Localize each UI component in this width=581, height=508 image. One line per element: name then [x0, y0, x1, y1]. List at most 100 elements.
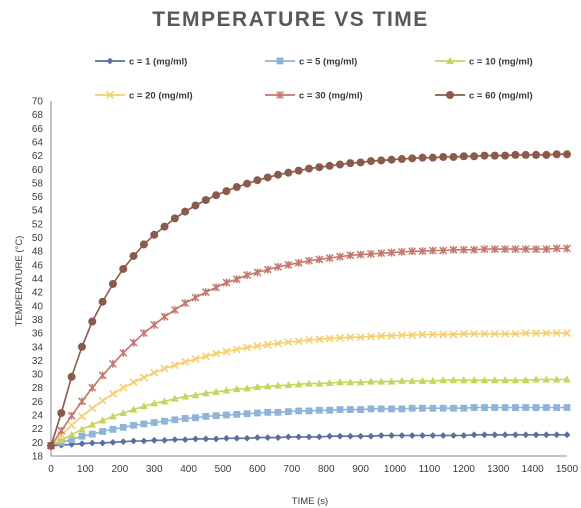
data-point [243, 271, 252, 280]
x-tick-label: 1200 [453, 464, 476, 475]
data-point [130, 421, 137, 429]
data-point [346, 432, 354, 440]
data-point [223, 434, 230, 442]
data-point [511, 150, 520, 159]
y-tick-label: 20 [32, 438, 44, 449]
data-point [532, 150, 541, 159]
data-point [222, 187, 231, 196]
data-point [264, 408, 272, 416]
data-point [419, 432, 426, 439]
data-point [119, 408, 128, 416]
data-point [397, 155, 406, 164]
data-point [161, 436, 168, 444]
data-point [336, 406, 344, 413]
data-point [481, 431, 488, 439]
y-tick-label: 54 [32, 206, 44, 217]
data-point [377, 249, 386, 258]
x-tick-label: 900 [352, 464, 369, 475]
data-point [181, 357, 190, 366]
data-point [170, 361, 179, 370]
data-point [88, 439, 96, 447]
data-point [222, 386, 231, 394]
data-point [552, 329, 561, 338]
data-point [439, 152, 448, 161]
data-point [78, 432, 86, 440]
y-tick-label: 26 [32, 397, 44, 408]
data-point [202, 435, 210, 443]
data-point [387, 155, 396, 164]
data-point [377, 377, 386, 385]
data-point [98, 416, 107, 424]
data-point [222, 278, 231, 287]
data-point [446, 57, 454, 64]
data-point [232, 385, 241, 393]
data-point [325, 161, 334, 170]
data-point [521, 329, 530, 338]
data-point [398, 405, 406, 413]
data-point [315, 163, 324, 172]
data-point [511, 376, 520, 384]
data-point [254, 409, 261, 417]
data-point [106, 91, 114, 99]
data-point [192, 414, 199, 422]
data-point [170, 305, 179, 314]
data-point [439, 246, 448, 255]
data-point [305, 407, 313, 415]
data-point [325, 378, 334, 386]
data-point [305, 256, 313, 265]
data-point [253, 383, 262, 391]
data-point [346, 251, 355, 260]
data-point [150, 399, 158, 407]
data-point [439, 432, 447, 439]
data-point [450, 432, 457, 439]
data-point [284, 338, 293, 346]
data-point [129, 338, 138, 347]
data-point [428, 246, 437, 255]
data-point [408, 376, 416, 384]
x-tick-label: 0 [48, 464, 54, 475]
y-tick-label: 44 [32, 274, 44, 285]
data-point [129, 378, 138, 387]
data-point [439, 330, 448, 339]
data-point [243, 384, 251, 392]
data-point [222, 347, 231, 356]
y-tick-label: 28 [32, 383, 44, 394]
data-point [99, 428, 106, 435]
x-tick-label: 1100 [419, 464, 441, 475]
x-tick-label: 300 [146, 464, 163, 475]
data-point [202, 389, 210, 397]
data-point [181, 299, 190, 308]
data-point [223, 411, 230, 419]
data-point [491, 404, 499, 411]
data-point [276, 57, 284, 65]
data-point [305, 164, 313, 173]
x-tick-label: 200 [111, 464, 128, 475]
data-point [439, 404, 447, 412]
data-point [512, 404, 519, 411]
data-point [315, 406, 323, 414]
data-point [253, 268, 262, 277]
data-point [109, 438, 117, 446]
data-point [263, 382, 272, 390]
data-point [346, 159, 355, 168]
data-point [295, 407, 303, 415]
data-point [274, 262, 282, 271]
data-point [346, 333, 355, 342]
data-point [315, 255, 324, 264]
series [47, 244, 571, 450]
data-point [428, 153, 437, 162]
legend-item: c = 30 (mg/ml) [265, 91, 363, 102]
data-point [160, 312, 169, 321]
data-point [68, 436, 76, 444]
data-point [388, 432, 395, 439]
data-point [88, 383, 97, 392]
x-tick-label: 1000 [384, 464, 407, 475]
data-point [139, 329, 148, 338]
data-point [181, 415, 189, 422]
x-tick-label: 600 [249, 464, 266, 475]
data-point [366, 249, 375, 258]
data-point [335, 160, 344, 169]
data-point [201, 195, 210, 204]
y-tick-label: 18 [32, 452, 44, 463]
data-point [428, 330, 437, 339]
